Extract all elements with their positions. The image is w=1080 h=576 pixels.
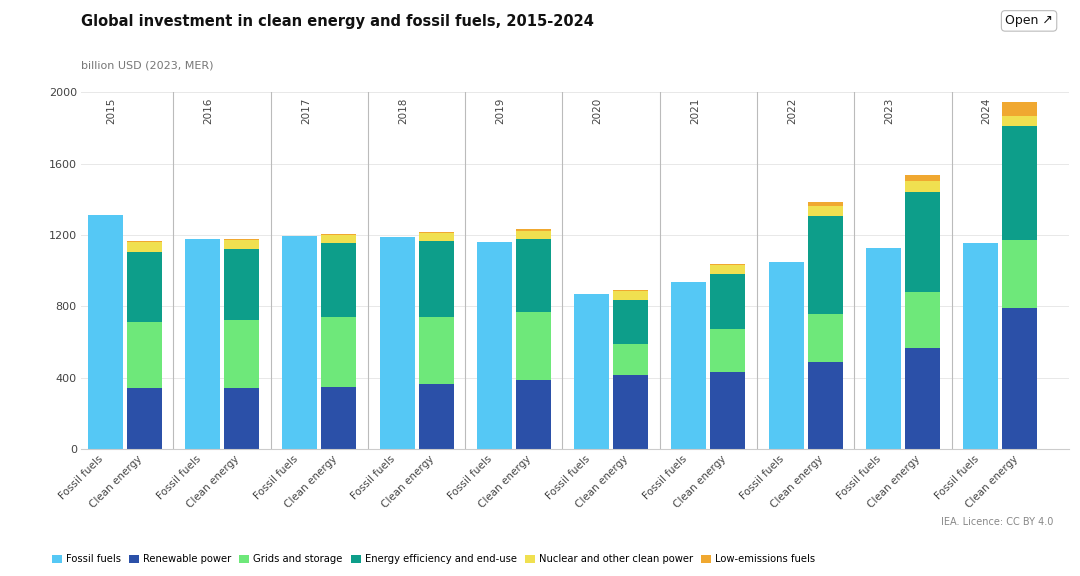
Bar — [419, 317, 454, 384]
Bar — [905, 347, 940, 449]
Text: 2022: 2022 — [787, 97, 797, 124]
Bar — [1002, 308, 1037, 449]
Bar — [1002, 102, 1037, 116]
Text: IEA. Licence: CC BY 4.0: IEA. Licence: CC BY 4.0 — [941, 517, 1053, 527]
Bar — [613, 300, 648, 344]
Bar — [87, 215, 123, 449]
Bar — [224, 239, 259, 240]
Bar — [808, 216, 842, 314]
Bar — [419, 233, 454, 241]
Text: 2020: 2020 — [593, 97, 603, 124]
Bar — [516, 229, 551, 230]
Bar — [711, 329, 745, 373]
Bar — [711, 264, 745, 266]
Text: Open ↗: Open ↗ — [1005, 14, 1053, 28]
Bar — [575, 294, 609, 449]
Bar — [126, 252, 162, 321]
Text: 2017: 2017 — [301, 97, 311, 124]
Text: Global investment in clean energy and fossil fuels, 2015-2024: Global investment in clean energy and fo… — [81, 14, 594, 29]
Bar — [282, 236, 318, 449]
Bar — [905, 292, 940, 347]
Text: 2021: 2021 — [690, 97, 700, 124]
Bar — [321, 317, 356, 387]
Bar — [905, 192, 940, 292]
Bar — [808, 314, 842, 362]
Bar — [905, 181, 940, 192]
Bar — [321, 235, 356, 243]
Bar — [516, 312, 551, 380]
Text: billion USD (2023, MER): billion USD (2023, MER) — [81, 60, 214, 70]
Bar — [1002, 240, 1037, 308]
Bar — [613, 344, 648, 375]
Text: 2024: 2024 — [982, 97, 991, 124]
Bar — [477, 242, 512, 449]
Bar — [126, 388, 162, 449]
Bar — [224, 320, 259, 388]
Bar — [419, 241, 454, 317]
Bar — [963, 243, 998, 449]
Bar — [808, 362, 842, 449]
Bar — [126, 242, 162, 252]
Bar — [224, 249, 259, 320]
Bar — [224, 240, 259, 249]
Legend: Fossil fuels, Renewable power, Grids and storage, Energy efficiency and end-use,: Fossil fuels, Renewable power, Grids and… — [49, 550, 819, 568]
Text: 2019: 2019 — [496, 97, 505, 124]
Bar — [516, 380, 551, 449]
Bar — [613, 290, 648, 291]
Bar — [808, 202, 842, 206]
Bar — [419, 384, 454, 449]
Bar — [379, 237, 415, 449]
Bar — [769, 262, 804, 449]
Bar — [711, 266, 745, 274]
Bar — [516, 230, 551, 240]
Bar — [866, 248, 901, 449]
Bar — [126, 241, 162, 242]
Text: 2018: 2018 — [399, 97, 408, 124]
Bar — [185, 240, 220, 449]
Bar — [419, 232, 454, 233]
Bar — [613, 291, 648, 300]
Bar — [516, 240, 551, 312]
Bar — [711, 373, 745, 449]
Bar — [321, 234, 356, 235]
Text: 2016: 2016 — [203, 97, 214, 124]
Bar — [613, 375, 648, 449]
Bar — [905, 175, 940, 181]
Text: 2015: 2015 — [106, 97, 117, 124]
Bar — [126, 321, 162, 388]
Bar — [808, 206, 842, 216]
Bar — [711, 274, 745, 329]
Bar — [321, 243, 356, 317]
Bar — [1002, 126, 1037, 240]
Bar — [672, 282, 706, 449]
Bar — [224, 388, 259, 449]
Text: 2023: 2023 — [885, 97, 894, 124]
Bar — [321, 387, 356, 449]
Bar — [1002, 116, 1037, 126]
